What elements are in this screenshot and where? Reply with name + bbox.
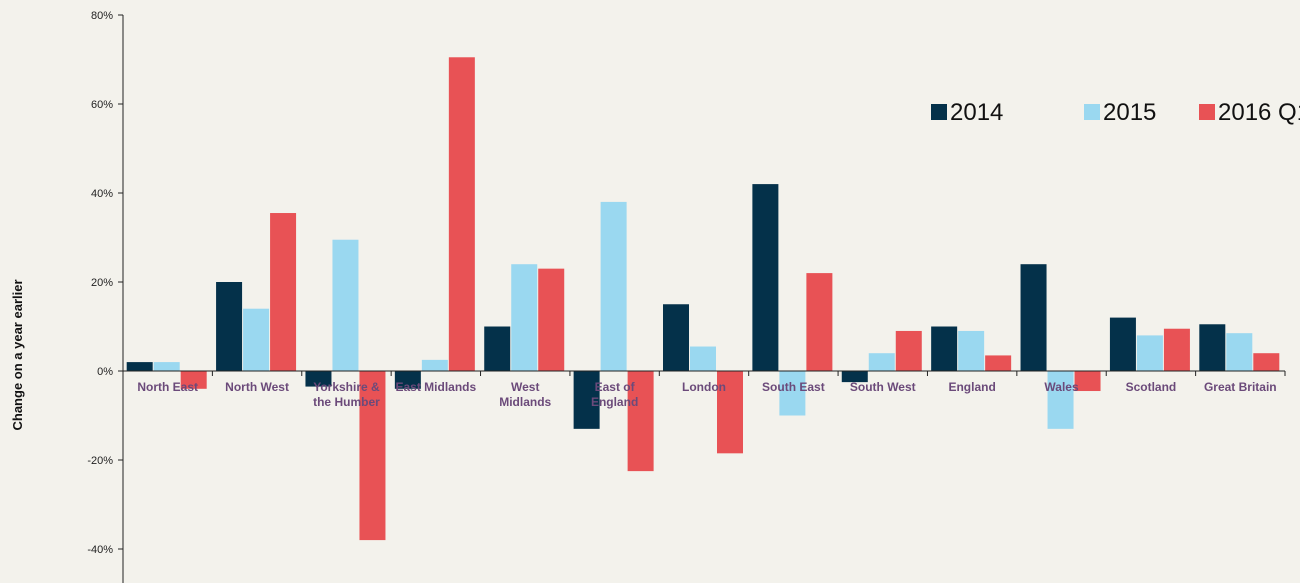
bar-2015	[1047, 371, 1074, 429]
bar-2014	[1199, 324, 1226, 371]
bar-2015	[1226, 333, 1253, 371]
y-tick-label: 60%	[91, 99, 113, 111]
bar-2014	[216, 282, 243, 371]
bar-2016-q1	[717, 371, 743, 454]
legend-label: 2014	[950, 99, 1003, 126]
bar-2016-q1	[359, 371, 386, 541]
bar-2014	[1020, 264, 1047, 371]
category-label: East Midlands	[396, 380, 477, 394]
bar-2015	[511, 264, 538, 371]
category-label: Wales	[1044, 380, 1079, 394]
legend-swatch	[1199, 104, 1215, 120]
bar-2014	[1109, 317, 1136, 371]
bar-2014	[931, 326, 958, 371]
y-tick-label: 80%	[91, 10, 113, 22]
legend-swatch	[931, 104, 947, 120]
bar-2016-q1	[1074, 371, 1101, 392]
bar-2014	[484, 326, 511, 371]
bar-2014	[841, 371, 868, 383]
bar-2014	[752, 184, 779, 371]
bar-2016-q1	[180, 371, 207, 389]
category-label: the Humber	[313, 395, 380, 409]
category-label: Great Britain	[1204, 380, 1277, 394]
bar-2016-q1	[806, 273, 833, 371]
category-label: West	[511, 380, 539, 394]
bar-2014	[126, 362, 153, 371]
bar-2015	[779, 371, 806, 416]
y-axis-title: Change on a year earlier	[10, 279, 25, 430]
legend-swatch	[1084, 104, 1100, 120]
bar-2015	[1136, 335, 1163, 371]
category-label: East of	[595, 380, 636, 394]
bar-2015	[600, 201, 627, 371]
y-tick-label: 40%	[91, 188, 113, 200]
bar-2016-q1	[1253, 353, 1280, 371]
category-label: England	[591, 395, 638, 409]
bar-2016-q1	[985, 355, 1012, 371]
bar-2015	[153, 362, 180, 371]
bar-2016-q1	[270, 213, 297, 371]
category-label: South West	[850, 380, 916, 394]
bar-2015	[958, 330, 985, 371]
bar-2016-q1	[895, 330, 922, 371]
category-label: South East	[762, 380, 825, 394]
y-tick-label: -40%	[87, 544, 113, 556]
bar-2015	[690, 346, 716, 371]
bar-2015	[243, 308, 270, 371]
category-label: England	[948, 380, 995, 394]
bar-2015	[868, 353, 895, 371]
legend-label: 2015	[1103, 99, 1156, 126]
bar-2015	[421, 359, 448, 371]
category-label: Scotland	[1126, 380, 1177, 394]
category-label: North West	[225, 380, 289, 394]
bar-2016-q1	[448, 57, 475, 372]
y-tick-label: 0%	[97, 366, 113, 378]
bar-2014	[573, 371, 600, 429]
bar-2014	[663, 304, 689, 371]
category-label: North East	[137, 380, 198, 394]
bar-2014	[394, 371, 421, 389]
bar-2016-q1	[627, 371, 654, 472]
bar-2015	[332, 239, 359, 371]
category-label: Yorkshire &	[313, 380, 380, 394]
legend-label: 2016 Q1	[1218, 99, 1300, 126]
bar-2016-q1	[1163, 328, 1190, 371]
category-label: Midlands	[499, 395, 551, 409]
category-label: London	[682, 380, 726, 394]
bar-2016-q1	[538, 268, 565, 371]
y-tick-label: -20%	[87, 455, 113, 467]
bar-2014	[305, 371, 332, 387]
y-tick-label: 20%	[91, 277, 113, 289]
